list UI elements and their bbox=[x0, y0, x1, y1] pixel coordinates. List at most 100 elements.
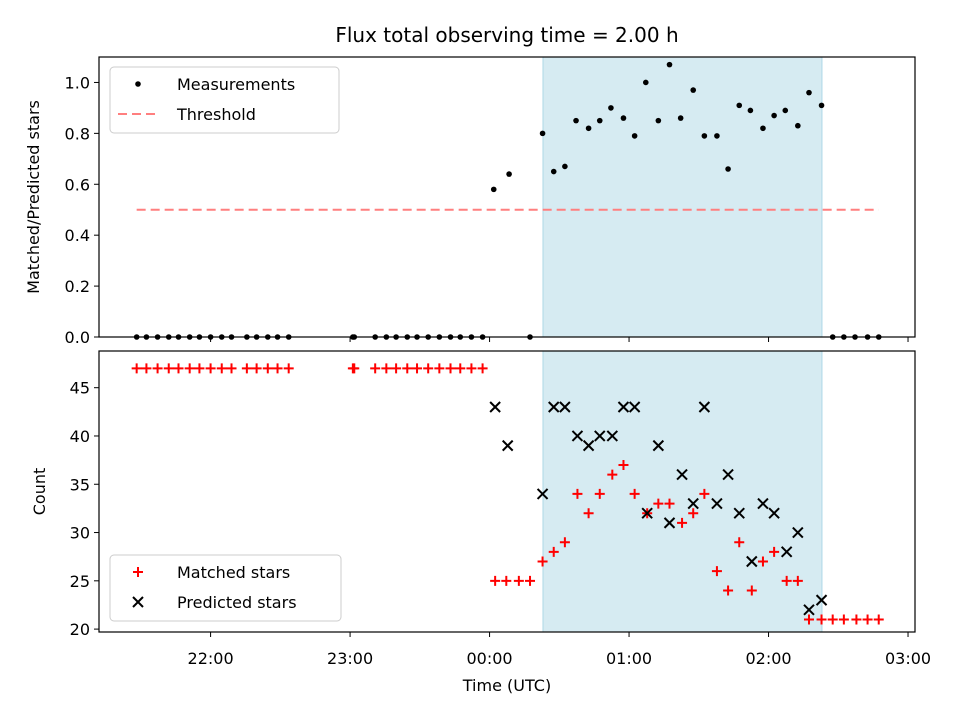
data-point bbox=[607, 469, 618, 480]
data-point bbox=[173, 363, 184, 374]
data-point bbox=[571, 430, 584, 442]
data-point bbox=[283, 363, 294, 374]
data-point bbox=[272, 363, 283, 374]
data-point bbox=[548, 546, 559, 557]
data-point bbox=[780, 546, 793, 558]
legend-label: Measurements bbox=[177, 75, 295, 94]
y-tick-label: 0.8 bbox=[65, 124, 90, 143]
data-point bbox=[641, 507, 653, 519]
x-axis-label: Time (UTC) bbox=[462, 676, 551, 695]
data-point bbox=[572, 488, 583, 499]
data-point bbox=[676, 468, 688, 481]
legend-label: Matched stars bbox=[177, 563, 290, 582]
legend-box bbox=[109, 554, 342, 622]
data-point bbox=[489, 401, 501, 413]
data-point bbox=[792, 526, 804, 539]
legend-marker-icon bbox=[135, 81, 141, 87]
data-point bbox=[262, 363, 273, 374]
data-point bbox=[241, 363, 252, 374]
data-point bbox=[655, 117, 662, 124]
data-point bbox=[618, 459, 629, 470]
data-point bbox=[734, 537, 745, 548]
data-point bbox=[596, 117, 603, 124]
y-tick-label: 20 bbox=[70, 620, 90, 639]
legend-item: Matched stars bbox=[133, 563, 290, 582]
data-point bbox=[746, 555, 758, 568]
data-point bbox=[698, 401, 711, 413]
series-predicted-stars bbox=[489, 401, 828, 616]
legend-item: Predicted stars bbox=[132, 593, 297, 612]
data-point bbox=[757, 556, 768, 567]
data-point bbox=[184, 363, 195, 374]
data-point bbox=[548, 401, 560, 413]
data-point bbox=[816, 614, 827, 625]
y-tick-label: 45 bbox=[70, 379, 90, 398]
data-point bbox=[818, 102, 825, 109]
data-point bbox=[506, 171, 512, 177]
data-point bbox=[769, 546, 780, 557]
data-point bbox=[477, 363, 488, 374]
y-tick-label: 0.6 bbox=[65, 175, 90, 194]
data-point bbox=[539, 130, 546, 137]
data-point bbox=[501, 439, 514, 452]
x-tick-label: 02:00 bbox=[745, 649, 791, 668]
data-point bbox=[771, 112, 777, 119]
data-point bbox=[131, 363, 142, 374]
data-point bbox=[723, 585, 734, 596]
panel-counts: 20 25 30 35 40 45 22:00 23:00 00:00 01:00 02:00 03:… bbox=[30, 350, 931, 668]
data-point bbox=[583, 508, 594, 519]
data-point bbox=[163, 363, 174, 374]
data-point bbox=[381, 363, 392, 374]
data-point bbox=[194, 363, 205, 374]
data-point bbox=[690, 87, 697, 93]
y-tick-label: 25 bbox=[70, 572, 90, 591]
legend: Matched stars Predicted stars bbox=[109, 554, 342, 622]
data-point bbox=[666, 61, 673, 68]
data-point bbox=[559, 401, 571, 413]
data-point bbox=[687, 497, 699, 510]
data-point bbox=[594, 488, 605, 499]
data-point bbox=[760, 125, 766, 132]
legend-item: Measurements bbox=[135, 75, 295, 94]
x-tick-label: 03:00 bbox=[885, 649, 931, 668]
data-point bbox=[606, 430, 619, 442]
data-point bbox=[466, 363, 477, 374]
data-point bbox=[792, 575, 803, 586]
data-point bbox=[412, 363, 423, 374]
data-point bbox=[490, 575, 501, 586]
data-point bbox=[701, 133, 708, 139]
legend-box bbox=[109, 66, 340, 134]
data-point bbox=[617, 401, 630, 413]
data-point bbox=[152, 363, 163, 374]
y-tick-label: 0.4 bbox=[65, 226, 90, 245]
data-point bbox=[851, 614, 862, 625]
series-matched-stars bbox=[131, 363, 884, 625]
data-point bbox=[585, 125, 592, 132]
panel-ratio: 0.0 0.2 0.4 0.6 0.8 1.0 Matched/Predicted star… bbox=[24, 56, 916, 347]
data-point bbox=[370, 363, 381, 374]
data-point bbox=[827, 614, 838, 625]
data-point bbox=[653, 498, 664, 509]
data-point bbox=[216, 363, 227, 374]
data-point bbox=[688, 508, 699, 519]
data-point bbox=[795, 122, 801, 129]
data-point bbox=[722, 468, 734, 481]
legend-marker-icon bbox=[133, 567, 143, 577]
data-point bbox=[782, 107, 789, 114]
x-tick-label: 22:00 bbox=[188, 649, 234, 668]
data-point bbox=[513, 575, 524, 586]
data-point bbox=[747, 107, 754, 114]
data-point bbox=[402, 363, 413, 374]
data-point bbox=[733, 507, 745, 519]
y-tick-label: 35 bbox=[70, 475, 90, 494]
legend: Measurements Threshold bbox=[109, 66, 340, 134]
data-point bbox=[711, 497, 723, 510]
data-point bbox=[620, 115, 627, 121]
data-point bbox=[608, 105, 614, 111]
data-point bbox=[699, 488, 710, 499]
data-point bbox=[205, 363, 216, 374]
y-tick-label: 0.2 bbox=[65, 277, 90, 296]
data-point bbox=[642, 79, 649, 86]
y-tick-label: 1.0 bbox=[65, 73, 90, 92]
y-tick-label: 40 bbox=[70, 427, 90, 446]
